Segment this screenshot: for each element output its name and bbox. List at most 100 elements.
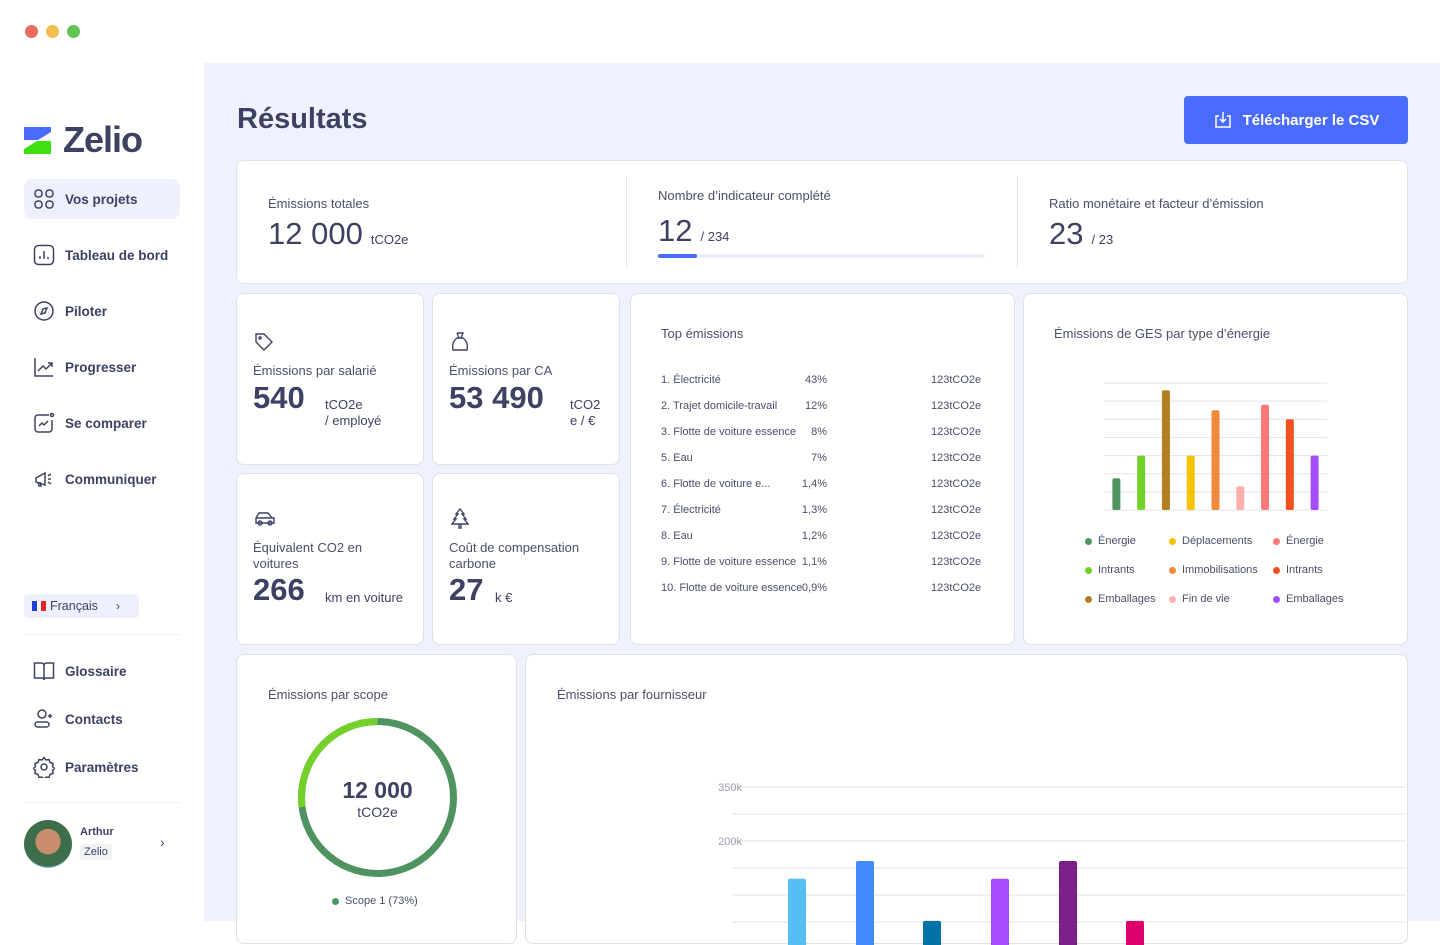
- supplier-bar-2: [923, 920, 941, 945]
- language-selector[interactable]: Français ›: [24, 594, 139, 618]
- emission-amount: 123tCO2e: [931, 452, 982, 464]
- legend-swatch: [1273, 595, 1280, 603]
- emission-amount: 123tCO2e: [931, 400, 982, 412]
- sidebar-item-contacts[interactable]: Contacts: [24, 699, 180, 739]
- scope-card: Émissions par scope 12 000 tCO2e Scope 1…: [236, 654, 517, 944]
- supplier-bar-1: [856, 860, 874, 945]
- emission-percent: 8%: [811, 426, 827, 438]
- top-emission-row: 2. Trajet domicile-travail 12% 123tCO2e: [661, 400, 991, 414]
- user-company: Zelio: [80, 844, 112, 860]
- top-emission-row: 5. Eau 7% 123tCO2e: [661, 452, 991, 466]
- kpi-card-compensation: Coût de compensation carbone 27 k €: [432, 473, 620, 645]
- car-icon: [255, 512, 275, 526]
- legend-item: Énergie: [1085, 535, 1136, 547]
- scope-donut-chart: [298, 718, 457, 877]
- language-label: Français: [50, 599, 98, 613]
- window-close-button[interactable]: [25, 25, 38, 38]
- progress-fill: [658, 254, 698, 258]
- sidebar-item-tableau-de-bord[interactable]: Tableau de bord: [24, 235, 180, 275]
- kpi-unit: e / €: [570, 413, 596, 428]
- legend-swatch: [1273, 537, 1280, 545]
- emission-amount: 123tCO2e: [931, 374, 982, 386]
- divider: [626, 176, 627, 268]
- emission-amount: 123tCO2e: [931, 478, 982, 490]
- supplier-chart-card: Émissions par fournisseur 350k 200k: [525, 654, 1408, 945]
- legend-swatch: [1085, 566, 1092, 574]
- emission-percent: 0,9%: [801, 582, 827, 594]
- sidebar-item-progresser[interactable]: Progresser: [24, 347, 180, 387]
- kpi-unit: km en voiture: [325, 590, 404, 605]
- bar-0: [1112, 478, 1121, 510]
- top-emission-row: 8. Eau 1,2% 123tCO2e: [661, 530, 991, 544]
- emission-name: 9. Flotte de voiture essence: [661, 556, 797, 568]
- sidebar-item-se-comparer[interactable]: Se comparer: [24, 403, 180, 443]
- emission-name: 7. Électricité: [661, 504, 721, 516]
- emission-name: 1. Électricité: [661, 374, 721, 386]
- emission-amount: 123tCO2e: [931, 556, 982, 568]
- download-csv-label: Télécharger le CSV: [1242, 111, 1380, 129]
- card-title: Top émissions: [661, 326, 744, 341]
- supplier-bar-chart: 350k 200k: [718, 782, 1406, 945]
- sidebar-item-piloter[interactable]: Piloter: [24, 291, 180, 331]
- legend-label: Énergie: [1098, 535, 1136, 547]
- sidebar-item-parametres[interactable]: Paramètres: [24, 747, 180, 787]
- legend-label: Déplacements: [1182, 535, 1253, 547]
- emission-name: 2. Trajet domicile-travail: [661, 400, 778, 412]
- legend-label: Intrants: [1286, 564, 1323, 576]
- legend-swatch: [1169, 595, 1176, 603]
- kpi-unit: tCO2e: [325, 397, 363, 412]
- supplier-bar-3: [991, 878, 1009, 945]
- other-scopes-arc: [298, 718, 457, 877]
- sidebar-item-label: Tableau de bord: [65, 247, 169, 263]
- legend-item: Emballages: [1085, 593, 1155, 605]
- card-title: Émissions par scope: [268, 687, 388, 702]
- emission-percent: 12%: [804, 400, 827, 412]
- kpi-value: 540: [253, 380, 305, 415]
- sidebar-item-label: Vos projets: [65, 191, 138, 207]
- emission-amount: 123tCO2e: [931, 530, 982, 542]
- y-tick-label: 200k: [718, 836, 742, 848]
- divider: [24, 634, 180, 635]
- sidebar-item-label: Se comparer: [65, 415, 147, 431]
- sidebar-item-vos-projets[interactable]: Vos projets: [24, 179, 180, 219]
- indicators-progress-bar: [658, 254, 985, 258]
- summary-unit: / 23: [1091, 232, 1114, 247]
- kpi-label: Coût de compensation carbone: [449, 540, 580, 571]
- bar-4: [1211, 410, 1220, 510]
- emission-percent: 1,3%: [801, 504, 827, 516]
- brand-logo[interactable]: Zelio: [24, 119, 143, 161]
- main-content: Résultats Télécharger le CSV Émissions t…: [204, 63, 1440, 945]
- kpi-value: 266: [253, 572, 305, 607]
- legend-item: Emballages: [1273, 593, 1343, 605]
- summary-unit: tCO2e: [370, 232, 409, 247]
- supplier-bar-5: [1126, 920, 1144, 945]
- tree-icon: [451, 508, 469, 529]
- window-minimize-button[interactable]: [46, 25, 59, 38]
- sidebar-item-glossaire[interactable]: Glossaire: [24, 651, 180, 691]
- compare-chart-icon: [34, 412, 55, 433]
- bar-1: [1137, 455, 1146, 510]
- megaphone-icon: [35, 471, 52, 487]
- sidebar-item-label: Piloter: [65, 303, 108, 319]
- sidebar-item-label: Progresser: [65, 359, 137, 375]
- emission-name: 5. Eau: [661, 452, 693, 464]
- kpi-card-voitures: Équivalent CO2 en voitures 266 km en voi…: [236, 473, 424, 645]
- trend-up-icon: [34, 358, 53, 377]
- summary-label: Émissions totales: [268, 196, 370, 211]
- kpi-unit: tCO2: [570, 397, 601, 412]
- kpi-value: 53 490: [449, 380, 544, 415]
- legend-label: Emballages: [1286, 593, 1344, 605]
- download-csv-button[interactable]: Télécharger le CSV: [1184, 96, 1408, 144]
- legend-item: Immobilisations: [1169, 564, 1258, 576]
- card-title: Émissions par fournisseur: [557, 687, 707, 702]
- legend-item: Fin de vie: [1169, 593, 1230, 605]
- emission-amount: 123tCO2e: [931, 582, 982, 594]
- sidebar-item-communiquer[interactable]: Communiquer: [24, 459, 180, 499]
- legend-swatch: [1169, 537, 1176, 545]
- legend-label: Fin de vie: [1182, 593, 1230, 605]
- summary-unit: / 234: [700, 229, 730, 244]
- window-maximize-button[interactable]: [67, 25, 80, 38]
- user-profile[interactable]: Arthur Zelio ›: [24, 820, 180, 870]
- emission-percent: 1,1%: [801, 556, 827, 568]
- top-emission-row: 3. Flotte de voiture essence 8% 123tCO2e: [661, 426, 991, 440]
